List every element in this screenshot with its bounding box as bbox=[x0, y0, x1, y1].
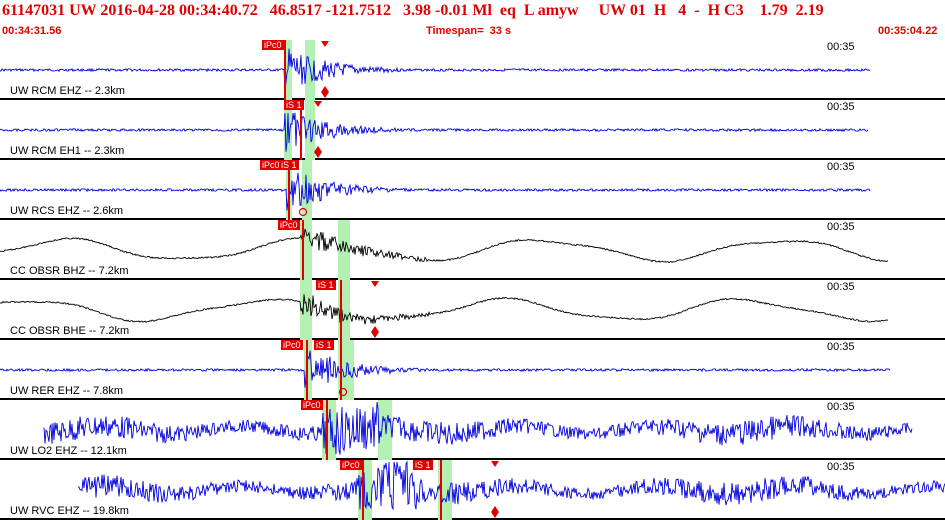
time-tick-label: 00:35 bbox=[827, 401, 855, 413]
pick-line[interactable] bbox=[340, 280, 342, 340]
pick-window[interactable] bbox=[300, 220, 312, 280]
time-tick-label: 00:35 bbox=[827, 341, 855, 353]
phase-pick-label[interactable]: iS 1 bbox=[284, 100, 304, 110]
phase-pick-label[interactable]: iPc0 bbox=[260, 160, 282, 170]
timespan-label: Timespan= 33 s bbox=[426, 25, 512, 37]
time-tick-label: 00:35 bbox=[827, 221, 855, 233]
pick-window[interactable] bbox=[338, 220, 350, 280]
station-label: CC OBSR BHZ -- 7.2km bbox=[10, 265, 129, 277]
trace-panel[interactable]: UW RCS EHZ -- 2.6km 00:35 iPc0 iS 1 bbox=[0, 160, 945, 220]
pick-window[interactable] bbox=[338, 280, 350, 340]
station-label: UW RCM EH1 -- 2.3km bbox=[10, 145, 125, 157]
station-label: UW RER EHZ -- 7.8km bbox=[10, 385, 124, 397]
seismogram-canvas[interactable] bbox=[0, 160, 945, 220]
pick-line[interactable] bbox=[326, 400, 328, 460]
seismogram-canvas[interactable] bbox=[0, 400, 945, 460]
pick-marker-circle-icon bbox=[298, 207, 308, 217]
phase-pick-label[interactable]: iS 1 bbox=[314, 340, 334, 350]
waveform-trace bbox=[0, 48, 871, 91]
station-label: UW RVC EHZ -- 19.8km bbox=[10, 505, 129, 517]
waveform-trace bbox=[0, 112, 869, 152]
waveform-trace bbox=[0, 228, 889, 264]
trace-panel[interactable]: UW RER EHZ -- 7.8km 00:35 iPc0 iS 1 bbox=[0, 340, 945, 400]
phase-pick-label[interactable]: iS 1 bbox=[279, 160, 299, 170]
pick-window[interactable] bbox=[378, 400, 392, 460]
trace-panel[interactable]: UW RVC EHZ -- 19.8km 00:35 iPc0 iS 1 bbox=[0, 460, 945, 520]
trace-panel[interactable]: CC OBSR BHZ -- 7.2km 00:35 iPc0 bbox=[0, 220, 945, 280]
pick-line[interactable] bbox=[440, 460, 442, 520]
trace-panel[interactable]: CC OBSR BHE -- 7.2km 00:35 iS 1 bbox=[0, 280, 945, 340]
waveform-trace bbox=[77, 460, 945, 511]
waveform-trace bbox=[0, 172, 871, 211]
phase-pick-label[interactable]: iS 1 bbox=[316, 280, 336, 290]
waveform-trace bbox=[0, 350, 891, 388]
event-header: 61147031 UW 2016-04-28 00:34:40.72 46.85… bbox=[0, 0, 945, 40]
seismogram-canvas[interactable] bbox=[0, 280, 945, 340]
pick-window[interactable] bbox=[284, 100, 292, 160]
pick-line[interactable] bbox=[288, 160, 290, 220]
station-label: UW RCM EHZ -- 2.3km bbox=[10, 85, 125, 97]
theoretical-arrival-diamond-icon bbox=[314, 146, 322, 158]
theoretical-arrival-triangle-icon bbox=[314, 101, 322, 107]
trace-panel[interactable]: UW RCM EHZ -- 2.3km 00:35 iPc0 bbox=[0, 40, 945, 100]
end-time: 00:35:04.22 bbox=[878, 25, 938, 37]
pick-line[interactable] bbox=[306, 340, 308, 400]
time-tick-label: 00:35 bbox=[827, 101, 855, 113]
pick-line[interactable] bbox=[362, 460, 364, 520]
phase-pick-label[interactable]: iS 1 bbox=[413, 460, 433, 470]
phase-pick-label[interactable]: iPc0 bbox=[278, 220, 300, 230]
trace-panel-stack[interactable]: UW RCM EHZ -- 2.3km 00:35 iPc0 UW RCM EH1 -… bbox=[0, 40, 945, 520]
start-time: 00:34:31.56 bbox=[2, 25, 62, 37]
seismogram-canvas[interactable] bbox=[0, 100, 945, 160]
theoretical-arrival-triangle-icon bbox=[321, 41, 329, 47]
time-tick-label: 00:35 bbox=[827, 161, 855, 173]
seismogram-canvas[interactable] bbox=[0, 220, 945, 280]
pick-window[interactable] bbox=[302, 160, 312, 220]
phase-pick-label[interactable]: iPc0 bbox=[281, 340, 303, 350]
station-label: UW LO2 EHZ -- 12.1km bbox=[10, 445, 127, 457]
station-label: CC OBSR BHE -- 7.2km bbox=[10, 325, 130, 337]
pick-window[interactable] bbox=[305, 40, 315, 100]
seismogram-canvas[interactable] bbox=[0, 40, 945, 100]
event-summary-line: 61147031 UW 2016-04-28 00:34:40.72 46.85… bbox=[2, 2, 824, 19]
pick-line[interactable] bbox=[284, 40, 286, 100]
theoretical-arrival-diamond-icon bbox=[491, 506, 499, 518]
pick-window[interactable] bbox=[322, 400, 336, 460]
waveform-trace bbox=[43, 401, 913, 455]
theoretical-arrival-triangle-icon bbox=[491, 461, 499, 467]
pick-window[interactable] bbox=[305, 100, 315, 160]
seismogram-canvas[interactable] bbox=[0, 340, 945, 400]
trace-panel[interactable]: UW LO2 EHZ -- 12.1km 00:35 iPc0 bbox=[0, 400, 945, 460]
time-tick-label: 00:35 bbox=[827, 461, 855, 473]
theoretical-arrival-triangle-icon bbox=[371, 281, 379, 287]
station-label: UW RCS EHZ -- 2.6km bbox=[10, 205, 124, 217]
pick-line[interactable] bbox=[300, 100, 302, 160]
phase-pick-label[interactable]: iPc0 bbox=[340, 460, 362, 470]
seismogram-canvas[interactable] bbox=[0, 460, 945, 520]
pick-line[interactable] bbox=[302, 220, 304, 280]
phase-pick-label[interactable]: iPc0 bbox=[262, 40, 284, 50]
pick-window[interactable] bbox=[300, 280, 312, 340]
trace-panel[interactable]: UW RCM EH1 -- 2.3km 00:35 iS 1 bbox=[0, 100, 945, 160]
theoretical-arrival-diamond-icon bbox=[321, 86, 329, 98]
time-tick-label: 00:35 bbox=[827, 281, 855, 293]
theoretical-arrival-diamond-icon bbox=[371, 326, 379, 338]
pick-marker-circle-icon bbox=[338, 387, 348, 397]
pick-line[interactable] bbox=[340, 340, 342, 400]
waveform-trace bbox=[0, 294, 889, 325]
time-tick-label: 00:35 bbox=[827, 41, 855, 53]
phase-pick-label[interactable]: iPc0 bbox=[301, 400, 323, 410]
